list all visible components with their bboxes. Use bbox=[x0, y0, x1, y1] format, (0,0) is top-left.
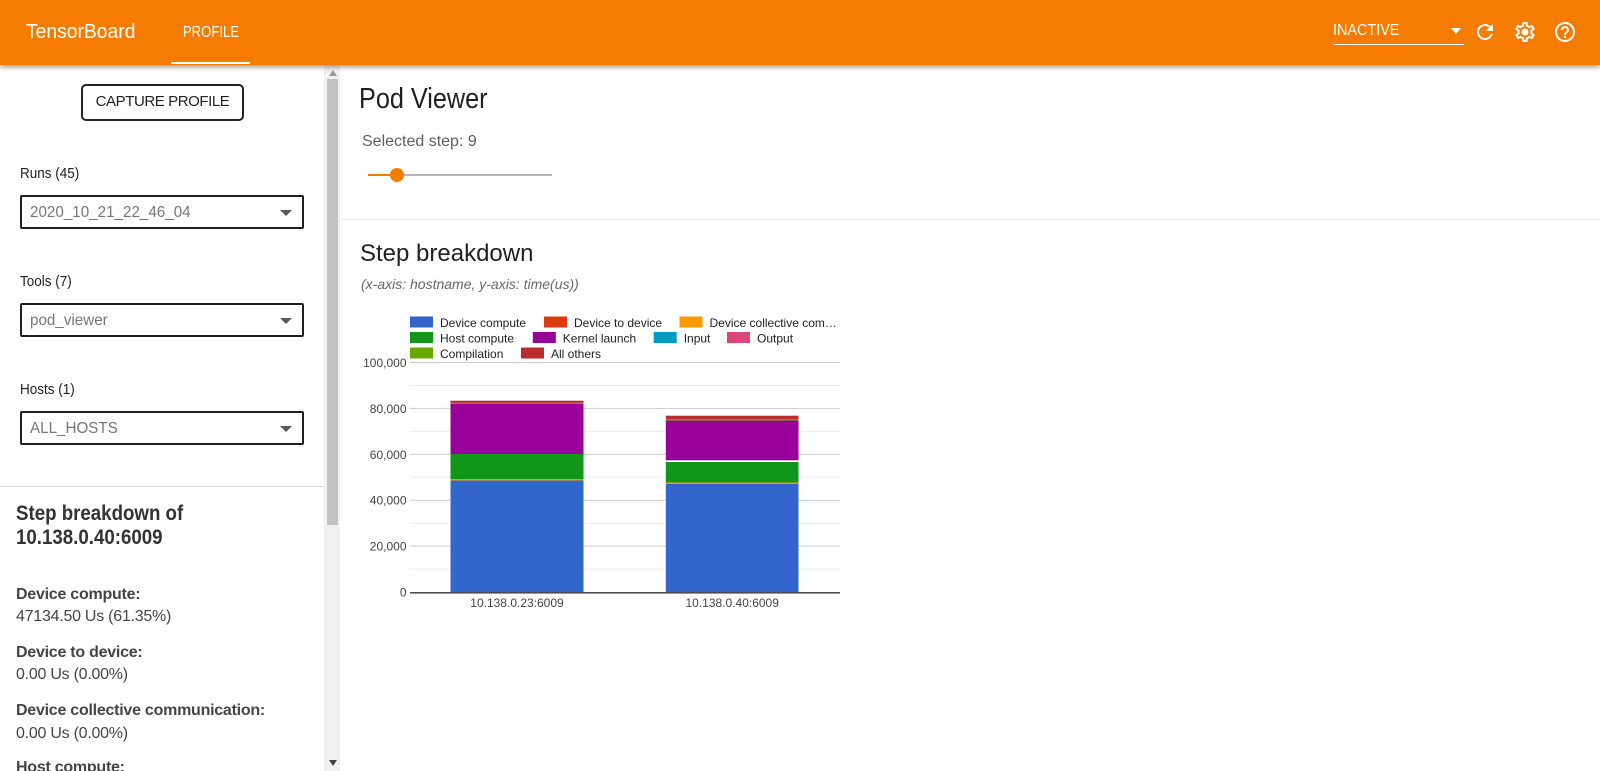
svg-text:0: 0 bbox=[400, 586, 407, 600]
svg-text:Input: Input bbox=[684, 332, 711, 346]
svg-text:All others: All others bbox=[551, 347, 601, 361]
svg-text:10.138.0.40:6009: 10.138.0.40:6009 bbox=[685, 596, 779, 610]
svg-text:Device compute: Device compute bbox=[440, 316, 526, 330]
svg-text:Output: Output bbox=[757, 332, 794, 346]
svg-text:Device collective com…: Device collective com… bbox=[710, 316, 837, 330]
svg-text:Device to device: Device to device bbox=[574, 316, 662, 330]
svg-text:40,000: 40,000 bbox=[370, 494, 407, 508]
svg-text:Kernel launch: Kernel launch bbox=[563, 332, 636, 346]
svg-text:60,000: 60,000 bbox=[370, 448, 407, 462]
svg-text:Compilation: Compilation bbox=[440, 347, 503, 361]
svg-text:Host compute: Host compute bbox=[440, 332, 514, 346]
svg-text:10.138.0.23:6009: 10.138.0.23:6009 bbox=[470, 596, 564, 610]
svg-text:80,000: 80,000 bbox=[370, 402, 407, 416]
svg-text:100,000: 100,000 bbox=[363, 356, 407, 370]
svg-text:20,000: 20,000 bbox=[370, 540, 407, 554]
